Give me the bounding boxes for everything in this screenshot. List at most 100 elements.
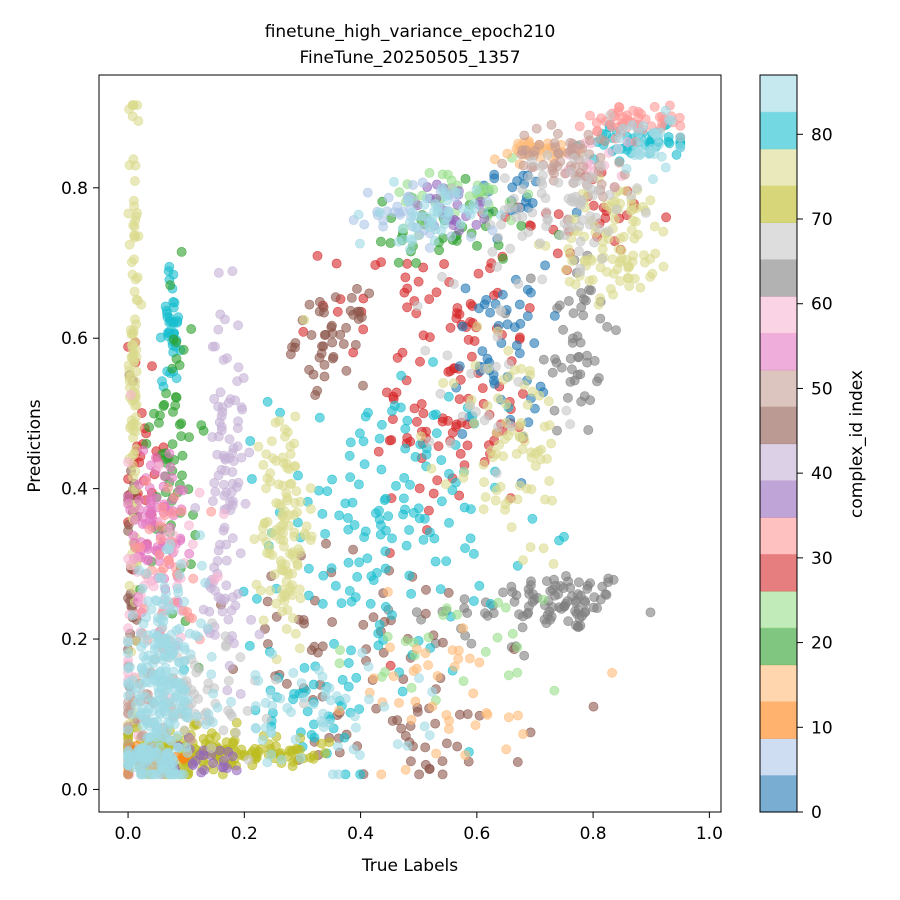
scatter-point [588,200,599,211]
colorbar-tick-label: 10 [811,718,833,738]
colorbar-segment [760,443,797,481]
scatter-point [223,676,234,686]
scatter-point [582,181,593,191]
scatter-point [574,221,585,232]
scatter-point [277,606,288,617]
scatter-point [522,399,533,410]
scatter-point [639,250,649,260]
colorbar-frame [759,74,798,813]
scatter-point [389,207,400,217]
scatter-point [493,597,503,608]
scatter-point [262,596,273,607]
scatter-point [427,701,438,712]
colorbar-segment [760,148,797,187]
scatter-point [270,741,281,752]
scatter-point [424,730,435,741]
scatter-point [368,612,379,623]
scatter-point [220,631,231,642]
scatter-point [383,511,394,521]
scatter-point [443,366,454,377]
scatter-point [214,417,225,428]
scatter-point [387,533,397,544]
scatter-point [227,711,237,722]
scatter-point [482,400,493,411]
scatter-point [375,236,386,247]
scatter-point [421,584,431,595]
scatter-point [195,530,205,540]
scatter-point [641,207,651,218]
scatter-point [196,618,206,629]
scatter-point [209,393,220,404]
scatter-point [572,622,583,632]
scatter-point [161,759,172,769]
scatter-point [123,498,134,509]
scatter-point [135,710,146,720]
scatter-point [249,534,260,544]
scatter-point [491,468,502,478]
scatter-point [489,154,500,165]
scatter-point [398,493,409,504]
scatter-point [392,715,403,725]
scatter-point [123,751,134,761]
scatter-point [470,720,481,731]
scatter-point [638,121,649,131]
scatter-point [275,556,286,566]
colorbar-tick-label: 60 [811,295,833,315]
scatter-point [379,701,390,712]
scatter-point [396,370,407,381]
scatter-point [509,596,520,607]
scatter-point [129,221,140,232]
scatter-point [236,452,247,463]
scatter-point [572,331,583,342]
scatter-point [345,472,356,483]
scatter-point [221,539,232,550]
scatter-point [531,123,542,134]
scatter-point [452,741,463,752]
scatter-point [284,548,295,559]
scatter-point [219,490,230,501]
scatter-point [374,433,385,444]
scatter-point [437,271,447,282]
scatter-point [618,123,628,134]
scatter-point [125,662,135,672]
scatter-point [416,399,427,409]
scatter-point [430,718,441,729]
scatter-point [362,553,373,564]
scatter-point [214,745,225,756]
scatter-point [460,173,471,184]
scatter-point [167,363,178,374]
scatter-point [478,504,489,515]
scatter-point [141,476,152,486]
scatter-point [359,219,370,230]
scatter-point [349,711,360,722]
scatter-point [213,324,224,335]
scatter-point [406,714,417,725]
scatter-point [385,642,395,653]
scatter-point [138,619,149,629]
scatter-point [403,196,413,206]
scatter-point [463,205,474,216]
scatter-point [317,598,328,609]
scatter-point [128,418,138,429]
scatter-point [517,622,528,633]
scatter-point [493,232,504,243]
colorbar-tick-label: 70 [811,210,833,230]
scatter-point [449,661,460,672]
scatter-point [454,709,465,720]
scatter-point [326,563,337,573]
scatter-point [439,259,449,269]
scatter-point [553,589,563,600]
scatter-point [126,340,137,350]
scatter-point [167,638,178,648]
scatter-point [569,153,579,164]
scatter-point [517,231,528,241]
scatter-point [334,510,345,521]
scatter-point [658,261,669,272]
scatter-point [343,557,354,568]
scatter-point [547,602,558,612]
scatter-point [492,331,503,342]
scatter-point [595,313,606,324]
scatter-point [503,670,514,681]
scatter-point [498,253,508,264]
scatter-point [406,234,416,245]
